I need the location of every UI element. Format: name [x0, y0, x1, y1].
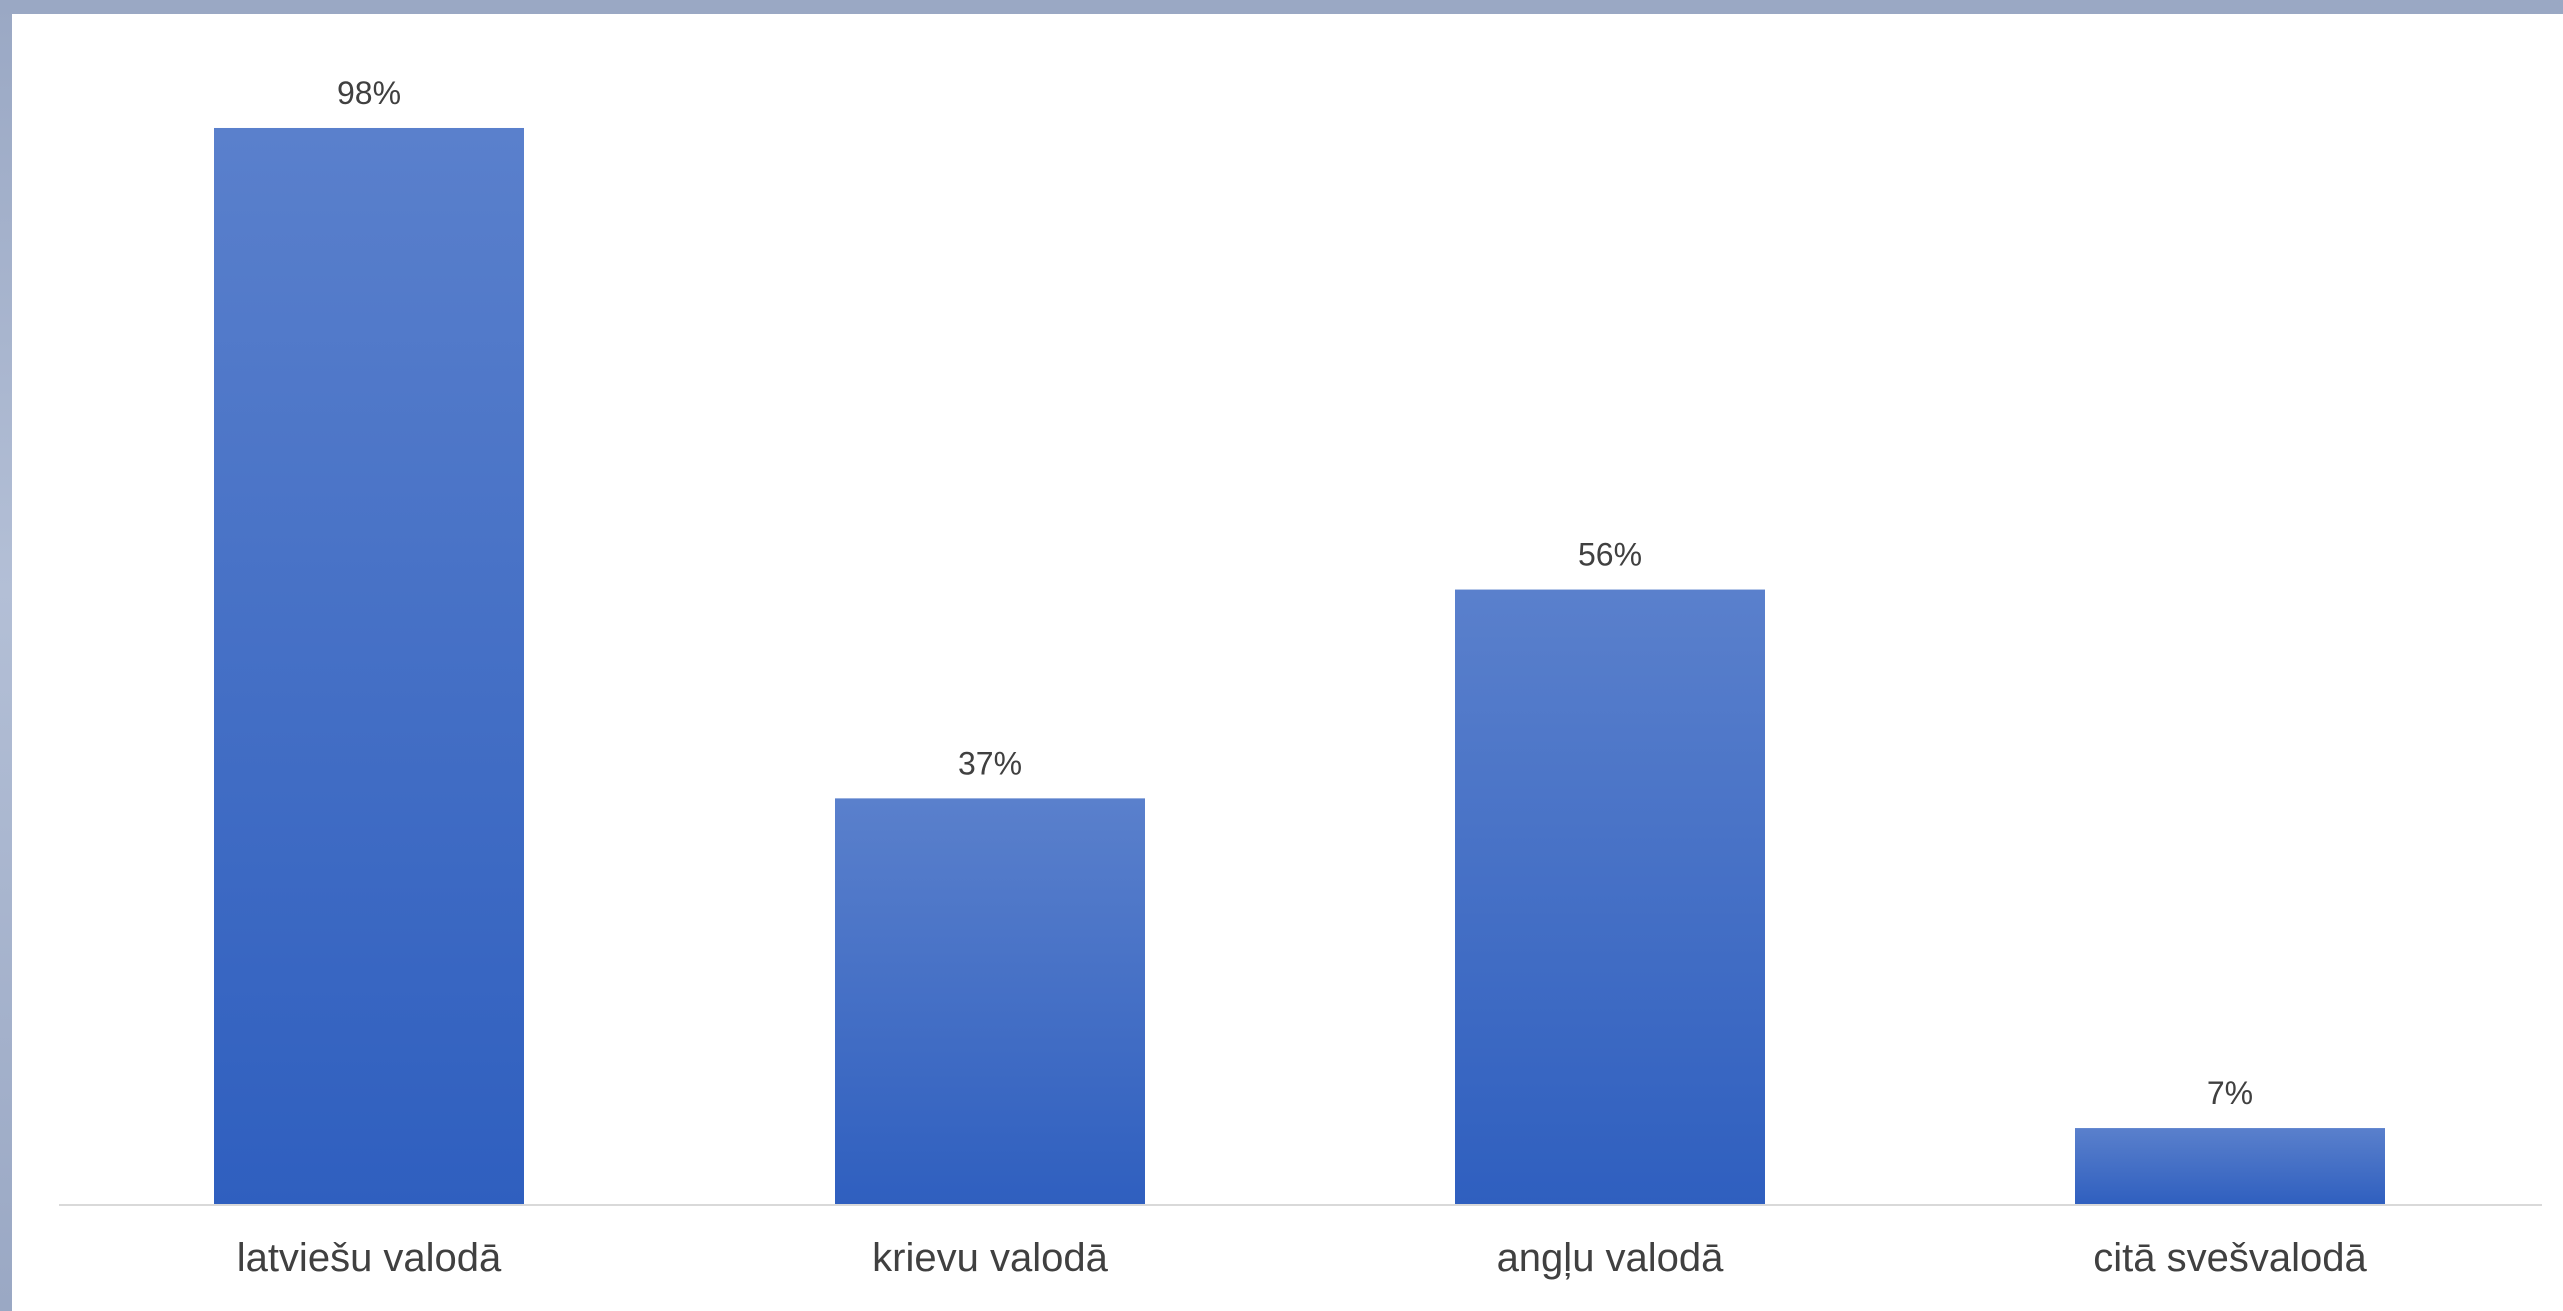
bar-3 — [1455, 589, 1765, 1205]
labels-layer: 98% 37% 56% 7% — [337, 75, 2253, 1111]
category-labels-layer: latviešu valodā krievu valodā angļu valodā… — [237, 1236, 2368, 1280]
bar-2 — [835, 798, 1145, 1205]
data-label-1: 98% — [337, 75, 401, 111]
bar-4 — [2075, 1128, 2385, 1205]
data-label-3: 56% — [1578, 537, 1642, 573]
data-label-2: 37% — [958, 745, 1022, 781]
data-label-4: 7% — [2207, 1075, 2253, 1111]
bars-layer — [214, 127, 2385, 1206]
chart-panel: 98% 37% 56% 7% latviešu valodā krievu valodā… — [12, 14, 2563, 1311]
category-label-4: citā svešvalodā — [2093, 1236, 2367, 1280]
category-label-2: krievu valodā — [872, 1236, 1108, 1280]
category-label-3: angļu valodā — [1497, 1236, 1725, 1280]
bar-chart: 98% 37% 56% 7% latviešu valodā krievu valodā… — [59, 75, 2542, 1280]
category-label-1: latviešu valodā — [237, 1236, 502, 1280]
bar-1 — [214, 127, 524, 1206]
